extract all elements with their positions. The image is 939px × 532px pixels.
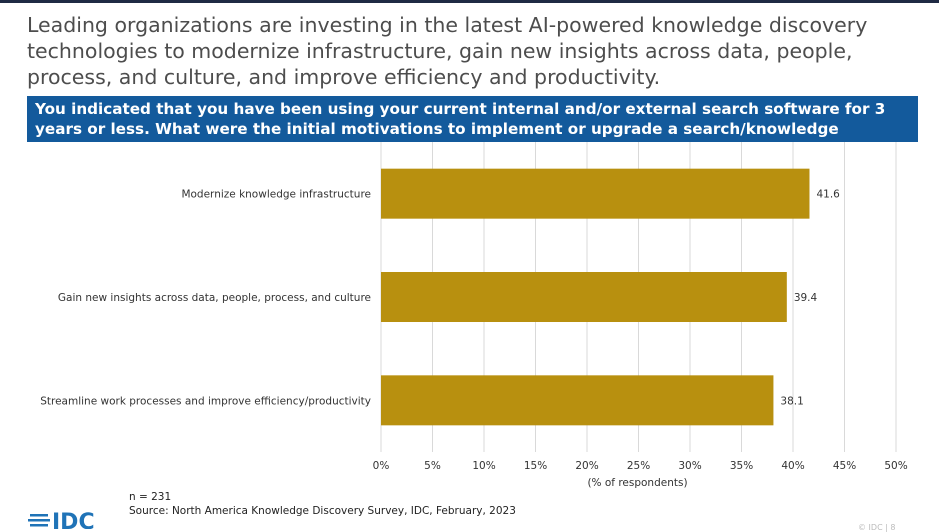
bar [381, 272, 787, 322]
data-label: 39.4 [794, 292, 818, 304]
x-tick-label: 25% [627, 460, 650, 472]
x-tick-label: 15% [524, 460, 547, 472]
x-tick-label: 5% [424, 460, 441, 472]
sample-size: n = 231 [129, 491, 172, 503]
x-tick-label: 0% [373, 460, 390, 472]
category-label: Streamline work processes and improve ef… [40, 395, 371, 407]
x-tick-label: 35% [730, 460, 753, 472]
top-border [0, 0, 939, 3]
copyright: © IDC | 8 [858, 523, 896, 532]
x-tick-label: 45% [833, 460, 856, 472]
x-tick-label: 10% [472, 460, 495, 472]
x-tick-label: 50% [884, 460, 907, 472]
headline: Leading organizations are investing in t… [27, 13, 868, 89]
category-label: Modernize knowledge infrastructure [181, 189, 371, 201]
x-tick-label: 30% [678, 460, 701, 472]
x-axis-title: (% of respondents) [587, 477, 687, 489]
x-tick-label: 20% [575, 460, 598, 472]
source-note: Source: North America Knowledge Discover… [129, 505, 516, 517]
category-label: Gain new insights across data, people, p… [58, 292, 371, 304]
data-label: 41.6 [816, 189, 840, 201]
x-tick-label: 40% [781, 460, 804, 472]
question-banner: You indicated that you have been using y… [27, 96, 918, 158]
bar-chart: Modernize knowledge infrastructure 41.6 Ga… [40, 142, 908, 489]
logo-text: IDC [52, 511, 95, 529]
logo-globe-icon [28, 514, 50, 527]
data-label: 38.1 [780, 395, 803, 407]
bar [381, 375, 774, 426]
bar [381, 168, 810, 219]
idc-logo: IDC [28, 511, 95, 529]
